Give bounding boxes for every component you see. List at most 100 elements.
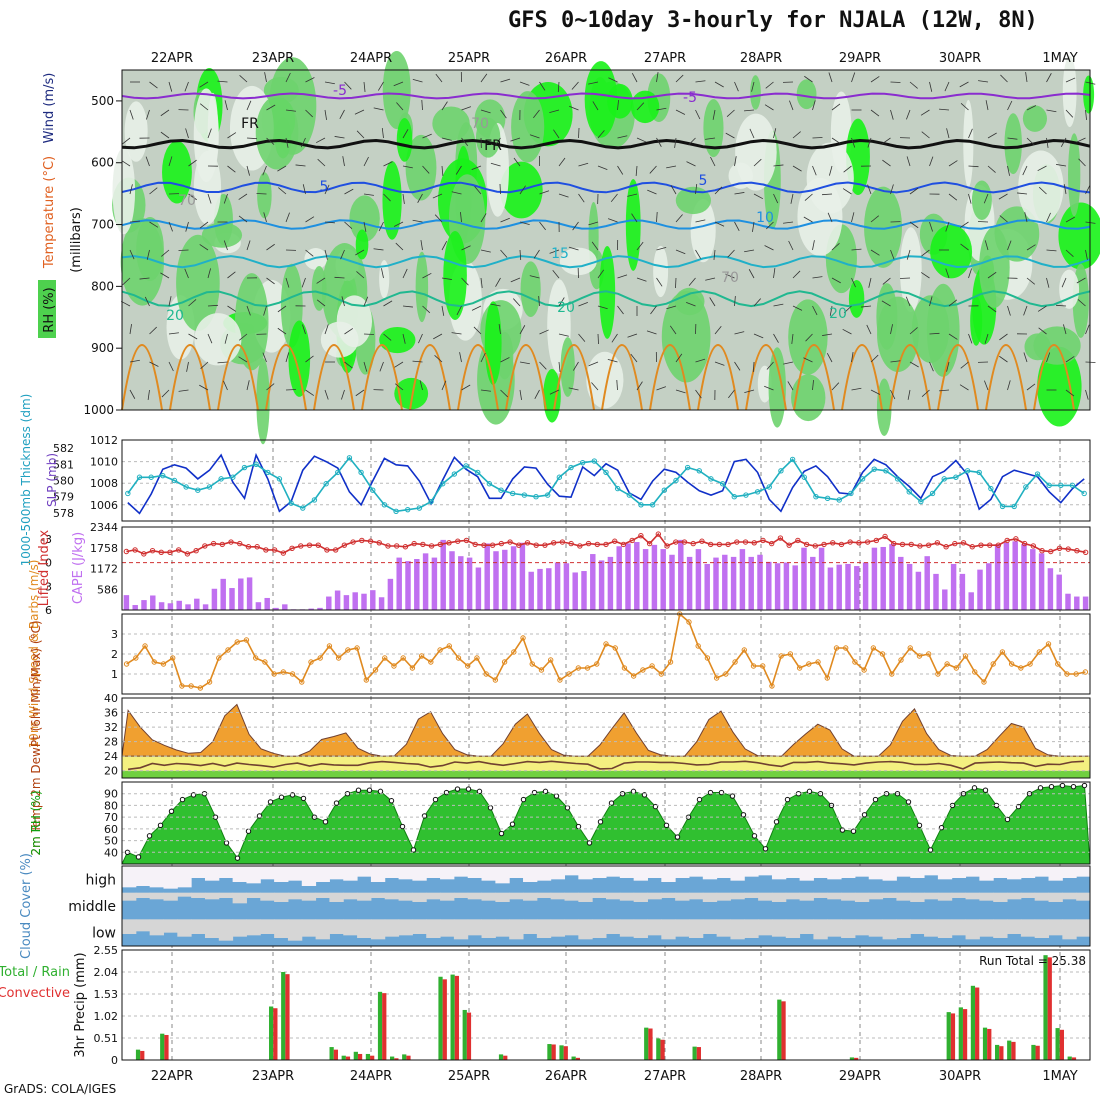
wind-barb xyxy=(983,193,989,204)
cloud-row-label-low: low xyxy=(92,926,116,942)
wind-barb xyxy=(635,165,638,176)
wind-speed-point xyxy=(870,645,877,651)
rh-shading-blob xyxy=(1022,105,1047,132)
cloud-cell-high xyxy=(730,866,745,881)
wind-barb xyxy=(568,387,579,391)
wind-barb xyxy=(987,132,997,139)
wind-barb xyxy=(597,269,605,279)
thickness-point xyxy=(1058,482,1064,489)
cloud-cell-low xyxy=(440,919,455,937)
cloud-cell-high xyxy=(426,866,441,878)
cloud-cell-high xyxy=(550,866,566,880)
cloud-cell-high xyxy=(647,866,662,878)
cloud-cell-low xyxy=(951,919,967,936)
wind-speed-point xyxy=(492,677,499,683)
wind-barb xyxy=(519,249,522,261)
wind-barb xyxy=(695,389,702,399)
wind-barb xyxy=(363,333,375,335)
thickness-point xyxy=(544,492,551,498)
cape-bar xyxy=(211,588,218,610)
cloud-cell-high xyxy=(287,866,303,881)
temperature-contour-warm xyxy=(313,344,355,411)
wind-barb xyxy=(867,137,872,148)
lifted-index-point xyxy=(751,540,757,546)
wind-speed-point xyxy=(179,683,185,689)
wind-barb xyxy=(278,187,287,195)
thickness-point xyxy=(171,477,178,484)
wind-barb xyxy=(1046,109,1057,113)
wind-barb xyxy=(549,389,560,395)
wind-barb xyxy=(432,193,443,199)
date-label-top: 24APR xyxy=(350,51,392,66)
wind-barb xyxy=(394,361,404,368)
wind-barb xyxy=(227,305,237,312)
wind-barb xyxy=(363,296,369,307)
wind-barb xyxy=(354,109,365,115)
rh-shading-blob xyxy=(382,161,402,240)
wind-barb xyxy=(734,221,740,232)
cloud-cell-high xyxy=(924,866,939,876)
wind-speed-point xyxy=(151,659,157,665)
wind-speed-point xyxy=(667,659,674,665)
rh-point xyxy=(520,796,527,803)
cloud-cell-low xyxy=(357,919,372,938)
wind-barb xyxy=(188,193,197,201)
rh-point xyxy=(1048,783,1055,790)
wind-barb xyxy=(402,129,409,139)
wind-barb xyxy=(519,221,530,225)
rh-point xyxy=(806,788,813,795)
cloud-cell-middle xyxy=(536,892,552,898)
wind-barb xyxy=(238,215,248,223)
wind-barb xyxy=(460,212,462,223)
wind-barb xyxy=(1024,212,1028,223)
rh-point xyxy=(784,796,791,803)
wind-speed-point xyxy=(474,655,480,661)
thickness-point xyxy=(556,474,563,480)
wind-speed-point xyxy=(252,655,259,661)
wind-barb xyxy=(1065,109,1074,118)
lifted-index-point xyxy=(716,541,723,548)
cloud-cell-high xyxy=(1007,866,1022,880)
wind-barb xyxy=(285,212,290,223)
wind-barb xyxy=(945,268,950,279)
lifted-index-point xyxy=(760,537,766,544)
precip-bar-convective xyxy=(975,987,980,1060)
lifted-index-point xyxy=(638,532,644,539)
contour-label: 5 xyxy=(320,179,329,195)
cloud-cell-high xyxy=(785,866,801,878)
li-tick-label: 0 xyxy=(45,557,52,570)
cloud-cell-middle xyxy=(384,892,400,900)
cloud-cell-low xyxy=(841,919,856,938)
lifted-index-point xyxy=(673,539,679,545)
wind-barb xyxy=(647,189,657,195)
lifted-index-point xyxy=(891,540,897,547)
cape-bar xyxy=(739,549,746,610)
rh-point xyxy=(157,822,164,829)
wind-speed-point xyxy=(898,657,904,663)
wind-barb xyxy=(999,355,1008,363)
wind-barb xyxy=(843,305,852,314)
cloud-cell-low xyxy=(633,919,648,938)
precip-bar-convective xyxy=(854,1057,859,1060)
wind-barb xyxy=(773,128,777,139)
wind-speed-point xyxy=(603,641,609,647)
wind-barb xyxy=(749,128,755,139)
cloud-cell-high xyxy=(744,866,759,877)
stability-frame xyxy=(121,526,1091,611)
precip-bar-convective xyxy=(950,1013,956,1060)
wind-barb xyxy=(178,389,189,392)
cloud-cell-middle xyxy=(1020,892,1036,898)
precip-total-label: Total / Rain xyxy=(0,965,70,980)
precip-bar-convective xyxy=(1011,1041,1016,1060)
wind-barb xyxy=(227,271,236,279)
wind-barb xyxy=(121,160,131,167)
cape-bar xyxy=(1021,544,1027,610)
wind-barb xyxy=(1037,165,1047,172)
wind-barb xyxy=(495,277,501,287)
precip-bar-total xyxy=(450,974,455,1060)
rh-point xyxy=(861,812,868,818)
thickness-point xyxy=(195,487,201,493)
lifted-index-point xyxy=(332,547,339,553)
wind-barb xyxy=(262,352,267,363)
thickness-point xyxy=(1081,490,1087,497)
